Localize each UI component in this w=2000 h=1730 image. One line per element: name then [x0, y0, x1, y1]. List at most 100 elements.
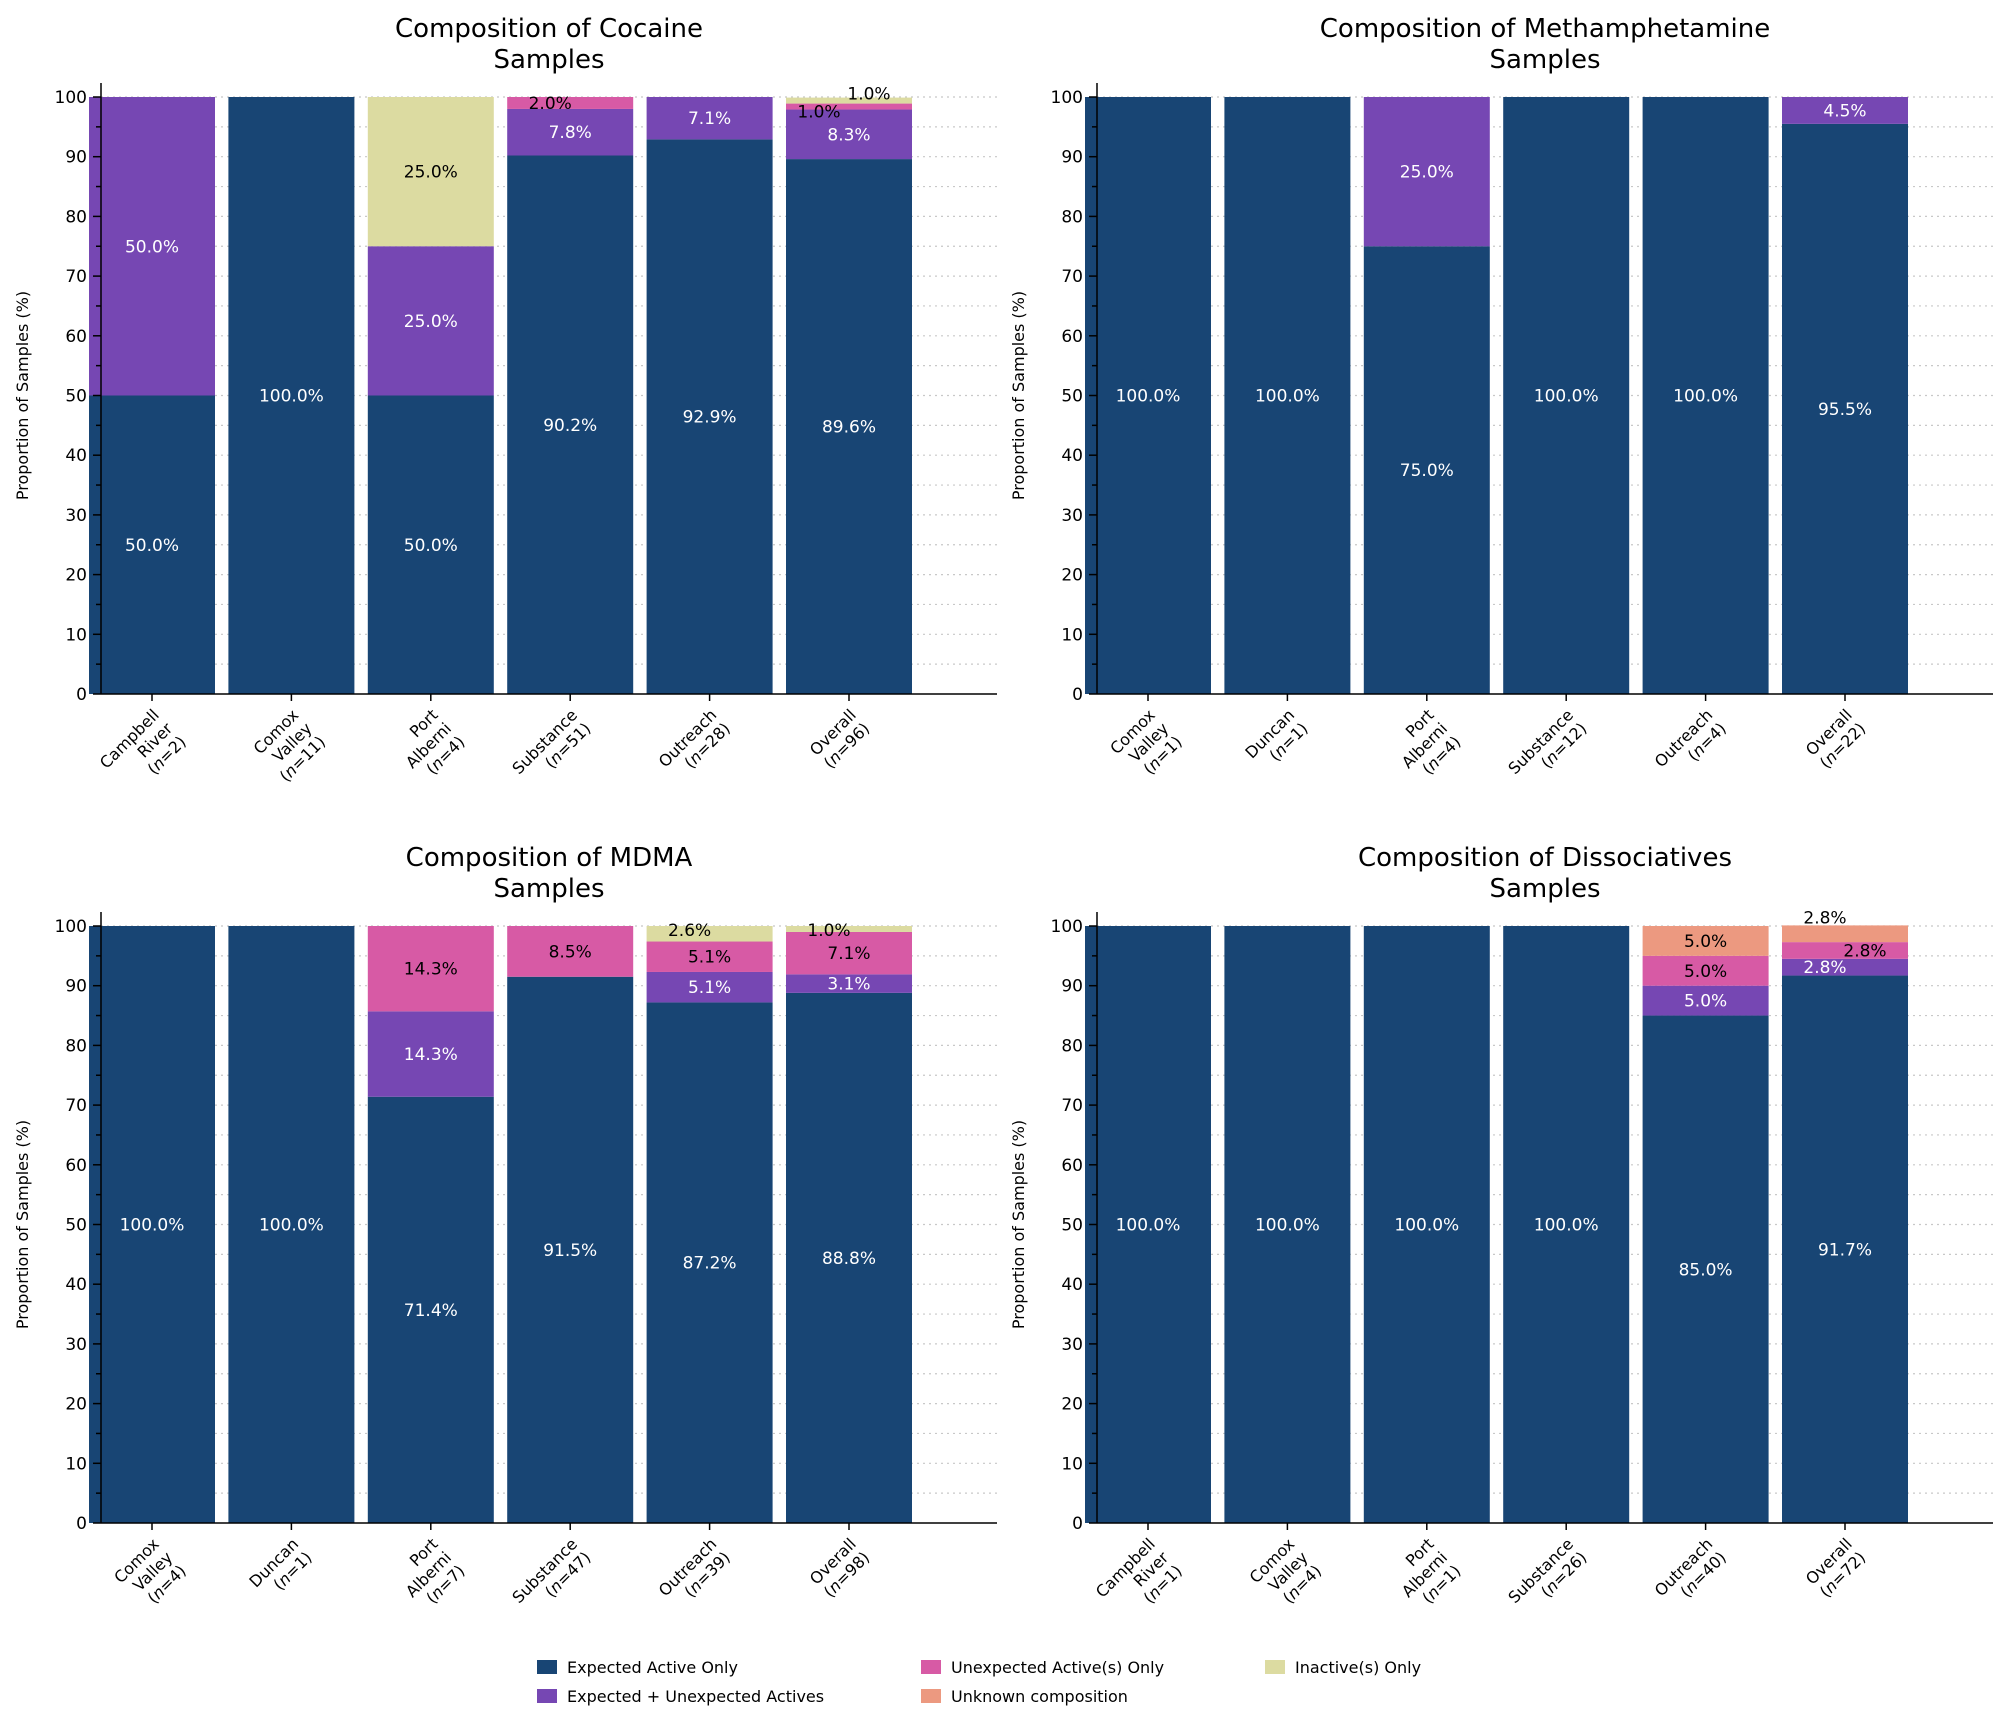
x-tick-label: Overall(n=98) [806, 1534, 873, 1601]
y-tick-label: 40 [65, 446, 87, 466]
bar-segment [786, 159, 912, 694]
bar-segment [646, 97, 773, 140]
data-label: 75.0% [1400, 461, 1454, 481]
y-tick-label: 70 [1061, 267, 1083, 287]
bar-segment [1503, 926, 1630, 1523]
bar-segment [507, 97, 634, 109]
data-label: 92.9% [683, 408, 737, 428]
data-label: 91.5% [543, 1241, 597, 1261]
y-tick-label: 100 [55, 917, 87, 937]
legend-swatch [921, 1660, 941, 1674]
bar-segment [507, 155, 634, 695]
chart-title-line: Composition of MDMA [406, 843, 693, 873]
data-label: 95.5% [1818, 400, 1872, 420]
data-label: 2.6% [668, 921, 711, 941]
chart-title-line: Composition of Cocaine [395, 14, 703, 44]
bar-segment [646, 926, 773, 942]
data-label: 100.0% [1534, 1216, 1599, 1236]
y-tick-label: 60 [65, 1156, 87, 1176]
bar-segment [1085, 97, 1211, 694]
legend-swatch [1265, 1660, 1285, 1674]
legend-label: Expected Active Only [567, 1658, 738, 1677]
legend: Expected Active Only Expected + Unexpecte… [537, 1658, 1421, 1706]
bar-segment [1642, 926, 1769, 956]
bar-segment [507, 926, 634, 977]
data-label: 5.0% [1684, 932, 1727, 952]
bar-segment [367, 1011, 494, 1097]
bar-segment [646, 971, 773, 1003]
data-label: 5.1% [688, 978, 731, 998]
data-label: 50.0% [125, 536, 179, 556]
data-label: 25.0% [404, 163, 458, 183]
y-tick-label: 20 [65, 1395, 87, 1415]
x-tick-label: PortAlberni(n=1) [1384, 1534, 1464, 1614]
data-label: 3.1% [827, 975, 870, 995]
bar-segment [646, 1002, 773, 1523]
bar-segment [786, 109, 912, 160]
bar-segment [1363, 97, 1490, 247]
chart-panel-0: Composition of Cocaine Samples 50.0% 50.0% C… [13, 14, 997, 799]
bar-segment [786, 931, 912, 975]
y-tick-label: 30 [1061, 1335, 1083, 1355]
chart-title-line: Samples [1489, 45, 1600, 75]
data-label: 91.7% [1818, 1240, 1872, 1260]
legend-swatch [921, 1689, 941, 1703]
bar-segment [1224, 97, 1351, 694]
bar-segment [89, 395, 215, 694]
data-label: 100.0% [1394, 1216, 1459, 1236]
x-tick-label: Outreach(n=4) [1651, 705, 1730, 784]
legend-item: Unexpected Active(s) Only [921, 1658, 1164, 1677]
data-label: 7.1% [688, 109, 731, 129]
chart-title-line: Samples [493, 874, 604, 904]
legend-label: Inactive(s) Only [1295, 1658, 1421, 1677]
x-tick-label: Outreach(n=40) [1651, 1534, 1730, 1613]
x-tick-label: PortAlberni(n=7) [388, 1534, 468, 1614]
bar-segment [646, 941, 773, 972]
bar-segment [786, 992, 912, 1523]
bar-segment [1782, 97, 1908, 124]
x-tick-label: Duncan(n=1) [245, 1534, 315, 1604]
data-label: 50.0% [125, 237, 179, 257]
bar-segment [786, 974, 912, 993]
bar-segment [786, 97, 912, 104]
bar-segment [367, 926, 494, 1012]
y-tick-label: 50 [1061, 1216, 1083, 1236]
bar-segment [228, 97, 355, 694]
data-label: 100.0% [1534, 387, 1599, 407]
y-tick-label: 80 [1061, 1036, 1083, 1056]
data-label: 100.0% [1255, 1216, 1320, 1236]
bar-segment [1782, 975, 1908, 1523]
y-tick-label: 20 [1061, 1395, 1083, 1415]
bar-segment [1642, 97, 1769, 694]
bar-segment [367, 246, 494, 396]
legend-swatch [537, 1689, 557, 1703]
data-label: 7.1% [827, 944, 870, 964]
y-tick-label: 30 [1061, 506, 1083, 526]
legend-label: Expected + Unexpected Actives [567, 1687, 824, 1706]
x-tick-label: CampbellRiver(n=2) [96, 705, 190, 799]
x-tick-label: ComoxValley(n=4) [110, 1534, 189, 1613]
y-axis-label: Proportion of Samples (%) [13, 1120, 32, 1329]
data-label: 1.0% [847, 85, 890, 105]
x-tick-label: ComoxValley(n=1) [1106, 705, 1185, 784]
y-tick-label: 100 [1051, 917, 1083, 937]
data-label: 100.0% [1673, 387, 1738, 407]
data-label: 2.8% [1803, 908, 1846, 928]
y-axis-label: Proportion of Samples (%) [13, 291, 32, 500]
bar-segment [1782, 942, 1908, 959]
y-tick-label: 0 [1072, 1514, 1083, 1534]
y-tick-label: 70 [65, 1096, 87, 1116]
data-label: 8.5% [549, 942, 592, 962]
y-tick-label: 10 [65, 1454, 87, 1474]
data-label: 1.0% [797, 103, 840, 123]
bar-segment [367, 1096, 494, 1523]
y-axis-label: Proportion of Samples (%) [1009, 291, 1028, 500]
bar-segment [507, 976, 634, 1523]
x-tick-label: CampbellRiver(n=1) [1092, 1534, 1186, 1628]
bar-segment [786, 103, 912, 110]
data-label: 88.8% [822, 1249, 876, 1269]
bar-segment [786, 926, 912, 932]
y-tick-label: 50 [65, 387, 87, 407]
data-label: 2.8% [1803, 958, 1846, 978]
